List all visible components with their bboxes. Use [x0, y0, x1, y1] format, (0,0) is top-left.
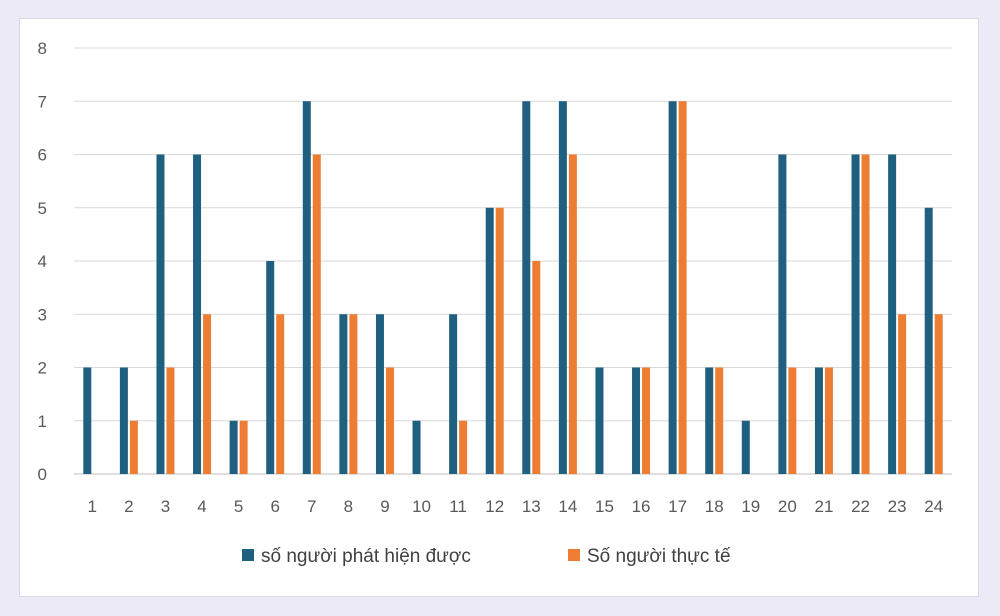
legend-swatch	[568, 549, 580, 561]
y-tick-label: 5	[38, 199, 47, 218]
x-tick-label: 17	[668, 497, 687, 516]
bar-series-2-cat-12	[495, 207, 504, 474]
gridlines	[74, 47, 952, 475]
bar-series-2-cat-9	[385, 367, 394, 474]
bar-series-2-cat-13	[532, 261, 541, 474]
bar-series-2-cat-6	[276, 314, 285, 474]
x-tick-label: 19	[741, 497, 760, 516]
x-tick-label: 18	[705, 497, 724, 516]
bar-series-2-cat-22	[861, 154, 870, 474]
bar-series-1-cat-4	[193, 154, 202, 474]
bar-series-1-cat-6	[266, 261, 275, 474]
x-tick-label: 20	[778, 497, 797, 516]
bar-series-2-cat-16	[642, 367, 651, 474]
y-tick-label: 0	[38, 465, 47, 484]
x-tick-label: 9	[380, 497, 389, 516]
bar-series-1-cat-5	[229, 420, 238, 474]
bar-series-1-cat-9	[375, 314, 384, 474]
bar-series-2-cat-4	[203, 314, 212, 474]
bar-series-1-cat-13	[522, 101, 531, 474]
bar-series-1-cat-24	[924, 207, 933, 474]
bar-series-2-cat-24	[934, 314, 943, 474]
bars	[83, 101, 943, 474]
bar-series-1-cat-10	[412, 420, 421, 474]
x-tick-label: 3	[161, 497, 170, 516]
bar-series-1-cat-11	[449, 314, 458, 474]
x-tick-label: 11	[449, 497, 467, 516]
x-tick-label: 2	[124, 497, 133, 516]
legend-label: Số người thực tế	[587, 546, 731, 567]
x-tick-label: 8	[344, 497, 353, 516]
x-tick-label: 12	[485, 497, 504, 516]
bar-series-2-cat-8	[349, 314, 358, 474]
y-axis-ticks: 0 1 2 3 4 5 6 7 8	[38, 39, 47, 484]
x-tick-label: 21	[814, 497, 833, 516]
x-tick-label: 24	[924, 497, 943, 516]
bar-series-1-cat-17	[668, 101, 677, 474]
bar-series-2-cat-14	[568, 154, 577, 474]
bar-series-1-cat-21	[814, 367, 823, 474]
x-axis-ticks: 1 2 3 4 5 6 7 8 9 10 11 12 13 14 15 16 17 18 19 20 21 22 23 24	[88, 497, 944, 516]
y-tick-label: 2	[38, 359, 47, 378]
bar-series-2-cat-23	[898, 314, 907, 474]
x-tick-label: 1	[88, 497, 97, 516]
x-tick-label: 23	[888, 497, 907, 516]
y-tick-label: 8	[38, 39, 47, 58]
bar-series-2-cat-7	[312, 154, 321, 474]
bar-series-2-cat-18	[715, 367, 724, 474]
y-tick-label: 4	[38, 252, 47, 271]
x-tick-label: 16	[632, 497, 651, 516]
y-tick-label: 7	[38, 92, 47, 111]
bar-series-2-cat-3	[166, 367, 175, 474]
bar-series-1-cat-20	[778, 154, 787, 474]
legend-label: số người phát hiện được	[261, 546, 471, 567]
bar-series-2-cat-5	[239, 420, 248, 474]
bar-series-1-cat-12	[485, 207, 494, 474]
x-tick-label: 13	[522, 497, 541, 516]
bar-series-1-cat-3	[156, 154, 165, 474]
x-tick-label: 22	[851, 497, 870, 516]
x-tick-label: 5	[234, 497, 243, 516]
bar-series-1-cat-8	[339, 314, 348, 474]
bar-series-1-cat-19	[741, 420, 750, 474]
x-tick-label: 4	[197, 497, 206, 516]
bar-series-1-cat-2	[119, 367, 128, 474]
bar-series-1-cat-23	[888, 154, 897, 474]
bar-series-1-cat-16	[632, 367, 641, 474]
y-tick-label: 1	[38, 412, 47, 431]
bar-series-1-cat-22	[851, 154, 860, 474]
bar-series-1-cat-15	[595, 367, 604, 474]
bar-series-2-cat-21	[824, 367, 833, 474]
bar-series-1-cat-1	[83, 367, 92, 474]
bar-series-1-cat-18	[705, 367, 714, 474]
x-tick-label: 14	[558, 497, 577, 516]
x-tick-label: 7	[307, 497, 316, 516]
bar-series-2-cat-20	[788, 367, 797, 474]
bar-series-1-cat-7	[302, 101, 311, 474]
bar-series-1-cat-14	[558, 101, 567, 474]
legend-swatch	[242, 549, 254, 561]
bar-series-2-cat-2	[129, 420, 138, 474]
x-tick-label: 15	[595, 497, 614, 516]
x-tick-label: 6	[270, 497, 279, 516]
bar-series-2-cat-11	[459, 420, 468, 474]
y-tick-label: 3	[38, 305, 47, 324]
legend: số người phát hiện được Số người thực tế	[242, 546, 731, 567]
x-tick-label: 10	[412, 497, 431, 516]
bar-series-2-cat-17	[678, 101, 687, 474]
y-tick-label: 6	[38, 146, 47, 165]
